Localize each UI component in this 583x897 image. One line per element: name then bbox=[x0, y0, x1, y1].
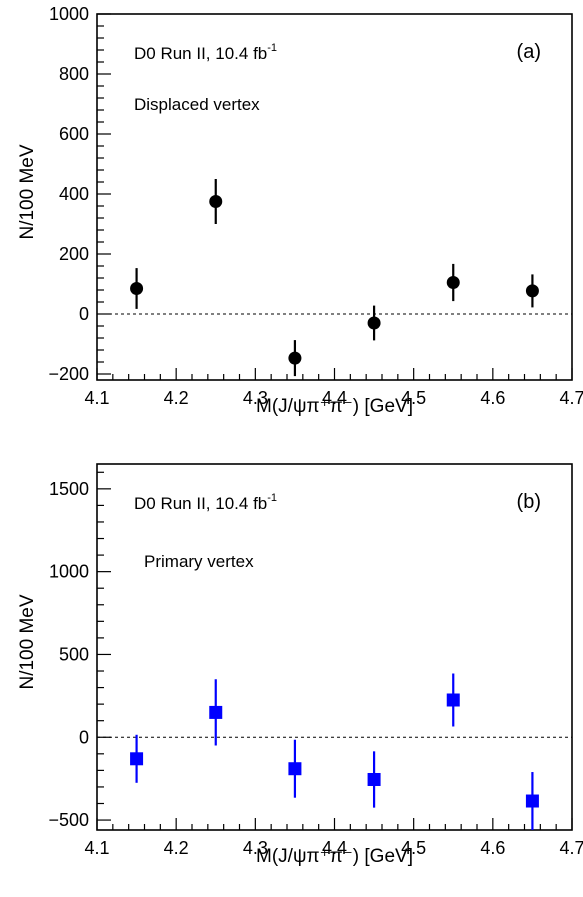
x-axis-label: M(J/ψπ⁺π⁻) [GeV] bbox=[256, 846, 413, 867]
data-point bbox=[367, 316, 381, 330]
y-tick-label: 800 bbox=[59, 64, 89, 84]
data-point bbox=[288, 762, 302, 776]
x-tick-label: 4.6 bbox=[480, 838, 505, 858]
y-tick-label: 1500 bbox=[49, 479, 89, 499]
x-tick-label: 4.5 bbox=[401, 388, 426, 408]
x-tick-label: 4.2 bbox=[164, 838, 189, 858]
y-tick-label: 1000 bbox=[49, 562, 89, 582]
x-tick-label: 4.4 bbox=[322, 838, 347, 858]
y-tick-label: −200 bbox=[48, 364, 89, 384]
y-tick-label: 500 bbox=[59, 644, 89, 664]
x-tick-label: 4.4 bbox=[322, 388, 347, 408]
y-tick-label: 0 bbox=[79, 304, 89, 324]
chart-panel-1: 4.1 4.2 4.3 4.4 4.5 4.6 4.7 −200 0 200 400 600 800 10… bbox=[17, 4, 583, 417]
annotation-vertex-type: Displaced vertex bbox=[134, 95, 260, 114]
data-point bbox=[288, 351, 302, 365]
x-tick-label: 4.7 bbox=[559, 838, 583, 858]
panel-label: (a) bbox=[517, 41, 541, 63]
annotation-superscript: -1 bbox=[267, 492, 277, 504]
data-point bbox=[367, 772, 381, 786]
data-point bbox=[446, 693, 460, 707]
y-tick-label: 200 bbox=[59, 244, 89, 264]
panel-label: (b) bbox=[517, 491, 541, 513]
y-tick-label: 1000 bbox=[49, 4, 89, 24]
x-tick-label: 4.1 bbox=[84, 388, 109, 408]
y-axis-label: N/100 MeV bbox=[17, 594, 38, 689]
data-point bbox=[525, 794, 539, 808]
annotation-vertex-type: Primary vertex bbox=[144, 552, 254, 571]
x-tick-label: 4.3 bbox=[243, 388, 268, 408]
data-point bbox=[525, 284, 539, 298]
y-tick-label: 600 bbox=[59, 124, 89, 144]
y-tick-label: 0 bbox=[79, 727, 89, 747]
data-point bbox=[130, 282, 144, 295]
y-tick-label: −500 bbox=[48, 810, 89, 830]
data-point bbox=[446, 276, 460, 289]
x-axis-label: M(J/ψπ⁺π⁻) [GeV] bbox=[256, 396, 413, 417]
x-tick-label: 4.1 bbox=[84, 838, 109, 858]
data-point bbox=[209, 705, 223, 719]
x-tick-label: 4.2 bbox=[164, 388, 189, 408]
plot-frame bbox=[96, 463, 573, 831]
annotation-run-text: D0 Run II, 10.4 fb bbox=[134, 494, 267, 513]
x-tick-label: 4.3 bbox=[243, 838, 268, 858]
annotation-superscript: -1 bbox=[267, 42, 277, 54]
x-tick-label: 4.7 bbox=[559, 388, 583, 408]
data-point bbox=[209, 195, 223, 208]
x-tick-label: 4.5 bbox=[401, 838, 426, 858]
plot-frame bbox=[96, 13, 573, 381]
y-axis-label: N/100 MeV bbox=[17, 144, 38, 239]
annotation-run-info: D0 Run II, 10.4 fb-1 bbox=[134, 492, 277, 513]
y-tick-label: 400 bbox=[59, 184, 89, 204]
x-tick-label: 4.6 bbox=[480, 388, 505, 408]
annotation-run-text: D0 Run II, 10.4 fb bbox=[134, 44, 267, 63]
chart-panel-2: 4.1 4.2 4.3 4.4 4.5 4.6 4.7 −500 0 500 1000 1500 D0 … bbox=[17, 463, 583, 867]
annotation-run-info: D0 Run II, 10.4 fb-1 bbox=[134, 42, 277, 63]
data-point bbox=[130, 752, 144, 766]
